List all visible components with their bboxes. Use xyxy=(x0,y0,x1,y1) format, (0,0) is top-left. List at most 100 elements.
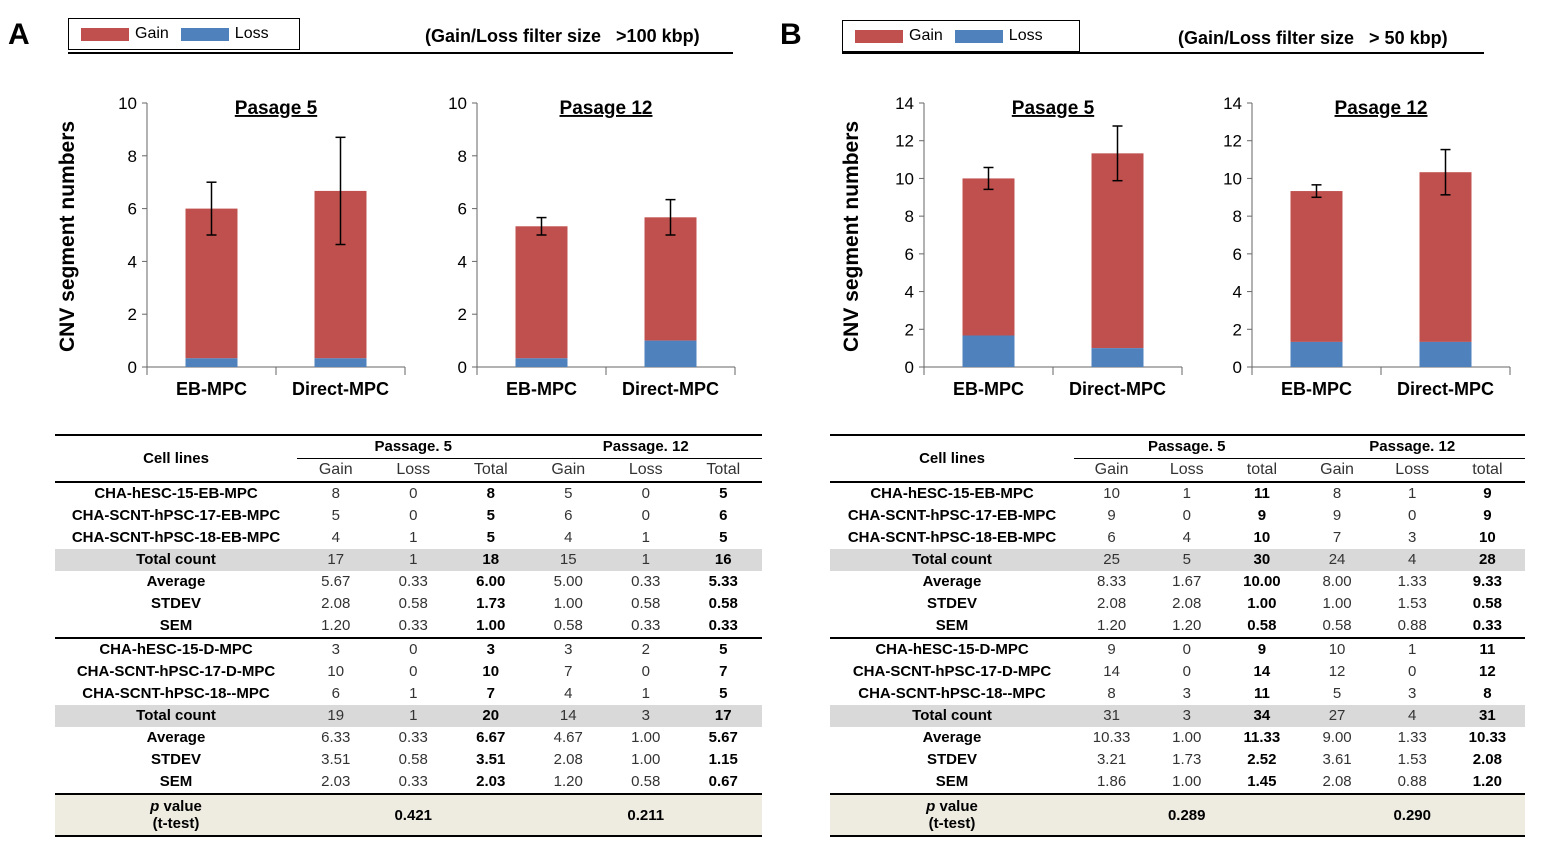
cell-value: 3 xyxy=(607,705,685,727)
cell-value: 0.33 xyxy=(708,617,738,634)
y-tick-label: 10 xyxy=(118,94,137,113)
cell-value: 1 xyxy=(641,685,650,702)
pvalue-passage12: 0.290 xyxy=(1299,793,1525,836)
cell-value: 2.08 xyxy=(553,751,583,768)
cell-value: 10.00 xyxy=(1243,573,1281,590)
y-tick-label: 10 xyxy=(1223,169,1242,188)
row-label: CHA-hESC-15-D-MPC xyxy=(830,637,1074,661)
cell-value: 0 xyxy=(409,507,418,524)
cell-value: 17 xyxy=(684,705,762,727)
cell-value: 1.20 xyxy=(1472,773,1502,790)
cell-value: 3 xyxy=(1149,705,1225,727)
cell-value: 8 xyxy=(1332,485,1342,502)
cell-value: 14 xyxy=(1103,663,1120,680)
cell-value: 31 xyxy=(1449,705,1525,727)
cell-value: 5 xyxy=(486,507,495,524)
table-row: Total count 19 1 20 14 3 17 xyxy=(55,705,762,727)
panel-letter-a: A xyxy=(8,18,30,51)
cell-value: 4 xyxy=(1182,529,1191,546)
header-col: Gain xyxy=(318,461,353,478)
cell-value: 6.67 xyxy=(476,729,506,746)
cell-value: 3 xyxy=(297,637,375,661)
cell-value: 28 xyxy=(1449,549,1525,571)
table-row: CHA-SCNT-hPSC-18-EB-MPC 4 1 5 4 1 5 xyxy=(55,527,762,549)
table-row: CHA-SCNT-hPSC-17-EB-MPC 5 0 5 6 0 6 xyxy=(55,505,762,527)
cell-value: 9 xyxy=(1257,507,1267,524)
cell-value: 6 xyxy=(719,507,728,524)
table-row: CHA-SCNT-hPSC-17-EB-MPC 9 0 9 9 0 9 xyxy=(830,505,1525,527)
cell-value: 17 xyxy=(297,549,375,571)
cell-value: 2.08 xyxy=(1322,773,1352,790)
cell-value: 5.67 xyxy=(321,573,351,590)
cell-value: 8.33 xyxy=(1096,573,1127,590)
cell-value: 1.00 xyxy=(1172,729,1202,746)
bar-gain xyxy=(1419,172,1472,342)
row-label: CHA-SCNT-hPSC-18--MPC xyxy=(82,685,270,702)
cell-value: 10 xyxy=(1253,529,1271,546)
cell-value: 11.33 xyxy=(1243,729,1281,746)
cell-value: 5 xyxy=(1332,685,1342,702)
bar-loss xyxy=(962,335,1015,367)
pvalue-passage5: 0.421 xyxy=(297,793,530,836)
table-row: SEM 2.03 0.33 2.03 1.20 0.58 0.67 xyxy=(55,771,762,794)
cell-value: 0.58 xyxy=(708,595,738,612)
stats-table-a: Cell lines Passage. 5 Passage. 12 Gain Loss T… xyxy=(55,434,762,837)
bar-loss xyxy=(185,358,238,367)
row-label: Average xyxy=(922,729,982,746)
bar-gain xyxy=(515,226,568,359)
legend-b: Gain Loss xyxy=(842,20,1080,52)
row-label: Average xyxy=(146,573,206,590)
y-tick-label: 8 xyxy=(1233,207,1242,226)
chart-a-passage5: Pasage 5 0 2 4 6 8 10 EB-MPC Direct-MPC xyxy=(118,94,406,399)
cell-value: 1 xyxy=(1408,485,1417,502)
row-label: Average xyxy=(922,573,982,590)
row-label: STDEV xyxy=(150,595,201,612)
cell-value: 1.45 xyxy=(1247,773,1277,790)
cell-value: 5 xyxy=(719,529,728,546)
cell-value: 2.03 xyxy=(321,773,351,790)
cell-value: 9 xyxy=(1483,507,1492,524)
y-tick-label: 2 xyxy=(128,305,137,324)
header-col: total xyxy=(1246,461,1278,478)
cell-value: 11 xyxy=(1449,637,1525,661)
category-label: EB-MPC xyxy=(1281,379,1352,399)
cell-value: 1.20 xyxy=(1096,617,1127,634)
y-tick-label: 4 xyxy=(1233,283,1242,302)
cell-value: 0.58 xyxy=(553,617,583,634)
cell-value: 1.73 xyxy=(1172,751,1202,768)
cell-value: 34 xyxy=(1224,705,1300,727)
header-col: Total xyxy=(473,461,508,478)
legend-gain-swatch xyxy=(855,29,903,43)
cell-value: 6 xyxy=(564,507,573,524)
cell-value: 12 xyxy=(1328,663,1346,680)
row-label: SEM xyxy=(935,773,969,790)
cell-value: 7 xyxy=(719,663,728,680)
cell-value: 8 xyxy=(331,485,340,502)
cell-value: 5.33 xyxy=(708,573,738,590)
category-label: Direct-MPC xyxy=(622,379,719,399)
header-rule-b xyxy=(842,52,1484,54)
y-tick-label: 14 xyxy=(1223,94,1242,113)
row-label: CHA-SCNT-hPSC-18-EB-MPC xyxy=(847,529,1057,546)
y-axis-title-b: CNV segment numbers xyxy=(840,120,863,352)
legend-gain-label: Gain xyxy=(135,25,169,42)
cell-value: 2 xyxy=(607,637,685,661)
cell-value: 9 xyxy=(1224,637,1300,661)
bar-loss xyxy=(515,358,568,367)
cell-value: 5.00 xyxy=(553,573,583,590)
y-tick-label: 2 xyxy=(458,305,467,324)
cell-value: 5 xyxy=(331,507,340,524)
cell-value: 1.00 xyxy=(1247,595,1277,612)
header-passage5: Passage. 5 xyxy=(1074,435,1300,459)
row-label: CHA-hESC-15-D-MPC xyxy=(55,637,297,661)
cell-value: 9.33 xyxy=(1472,573,1502,590)
cell-value: 16 xyxy=(684,549,762,571)
cell-value: 2.08 xyxy=(1096,595,1127,612)
table-row: CHA-hESC-15-D-MPC 9 0 9 10 1 11 xyxy=(830,637,1525,661)
row-label: SEM xyxy=(159,773,193,790)
cell-value: 0.58 xyxy=(1472,595,1502,612)
cell-value: 8 xyxy=(1483,685,1492,702)
chart-title: Pasage 5 xyxy=(1012,98,1095,119)
table-row: STDEV 3.51 0.58 3.51 2.08 1.00 1.15 xyxy=(55,749,762,771)
cell-value: 1.00 xyxy=(631,751,661,768)
